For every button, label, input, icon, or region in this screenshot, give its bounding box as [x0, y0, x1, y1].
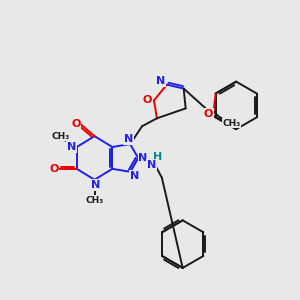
Text: N: N [124, 134, 133, 144]
Text: N: N [147, 160, 157, 170]
Text: O: O [204, 109, 213, 119]
Text: O: O [142, 95, 152, 106]
Text: O: O [49, 164, 58, 174]
Text: N: N [130, 171, 139, 181]
Text: N: N [67, 142, 76, 152]
Text: CH₃: CH₃ [85, 196, 103, 205]
Text: H: H [153, 152, 163, 162]
Text: N: N [91, 180, 100, 190]
Text: CH₃: CH₃ [222, 119, 241, 128]
Text: N: N [138, 153, 148, 163]
Text: CH₃: CH₃ [52, 132, 70, 141]
Text: N: N [156, 76, 166, 85]
Text: O: O [71, 119, 80, 129]
